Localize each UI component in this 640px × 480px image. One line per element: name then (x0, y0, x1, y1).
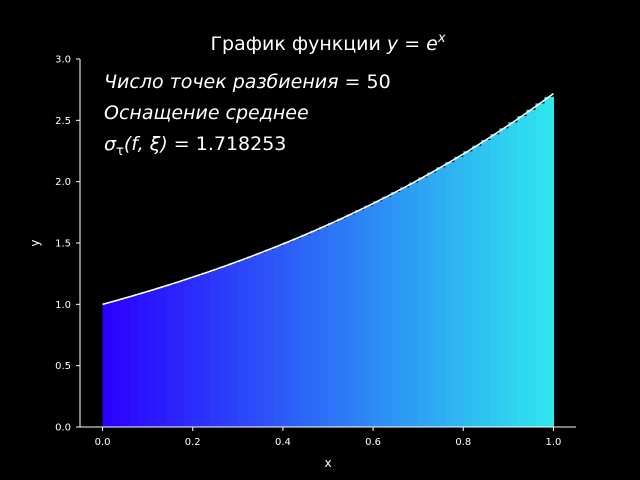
riemann-bars (102, 96, 555, 428)
riemann-bar (517, 116, 527, 427)
riemann-bar (364, 205, 374, 427)
x-tick-label: 0.4 (275, 437, 291, 448)
riemann-bar (382, 196, 392, 427)
x-ticks: 0.0 0.2 0.4 0.6 0.8 1.0 (95, 427, 562, 448)
chart-title: График функции y = ex (210, 31, 445, 55)
annotation-points-value: 50 (367, 71, 391, 93)
riemann-bar (192, 275, 203, 427)
annotation-sum: στ(f, ξ) = 1.718253 (104, 133, 286, 159)
annotation-sum-sub: τ (116, 144, 124, 159)
riemann-bar (147, 290, 158, 427)
riemann-bar (201, 272, 212, 427)
riemann-bar (427, 172, 437, 427)
riemann-bar (481, 140, 491, 427)
riemann-bar (418, 177, 428, 427)
y-tick-label: 0.0 (55, 423, 71, 434)
riemann-bar (463, 151, 473, 427)
riemann-bar (111, 300, 122, 427)
y-tick-label: 1.0 (55, 300, 71, 311)
riemann-bar (255, 252, 266, 427)
function-curve (102, 92, 554, 306)
y-tick-label: 3.0 (55, 55, 71, 66)
y-axis-label: y (28, 239, 42, 246)
riemann-bar (264, 249, 275, 427)
riemann-bar (210, 269, 221, 427)
y-tick-label: 0.5 (55, 361, 71, 372)
x-tick-label: 0.0 (95, 437, 111, 448)
riemann-bar (219, 266, 230, 427)
curve-layer (102, 92, 554, 306)
riemann-bar (337, 218, 347, 427)
riemann-bar (156, 287, 167, 427)
annotation-sum-args: (f, ξ) = (124, 133, 196, 155)
riemann-bar (300, 234, 311, 427)
x-tick-label: 1.0 (546, 437, 562, 448)
riemann-bar (544, 96, 555, 427)
riemann-bar (237, 259, 248, 427)
x-tick-label: 0.6 (365, 437, 381, 448)
riemann-bar (246, 256, 257, 427)
riemann-bar (273, 245, 284, 427)
riemann-bar (346, 214, 356, 427)
riemann-bar (129, 295, 140, 427)
riemann-bar (409, 182, 419, 427)
riemann-bar (499, 128, 509, 428)
title-prefix: График функции (210, 33, 386, 55)
y-ticks: 0.0 0.5 1.0 1.5 2.0 2.5 3.0 (55, 55, 80, 434)
y-tick-label: 2.5 (55, 116, 71, 127)
riemann-bar (400, 187, 410, 427)
title-exponent: x (437, 31, 446, 46)
x-tick-label: 0.2 (185, 437, 201, 448)
riemann-bar (508, 122, 518, 427)
riemann-bar (165, 284, 176, 427)
riemann-bar (391, 192, 401, 427)
title-formula: y = e (386, 33, 438, 55)
riemann-bar (436, 167, 446, 427)
annotation-sum-sigma: σ (104, 133, 117, 155)
annotation-points-eq: = (339, 71, 367, 93)
riemann-bar (472, 145, 482, 427)
riemann-bar (183, 278, 194, 427)
y-tick-label: 2.0 (55, 177, 71, 188)
riemann-bar (454, 156, 464, 427)
annotation-points-label: Число точек разбиения (104, 71, 339, 93)
riemann-bar (328, 222, 338, 427)
riemann-bar (445, 162, 455, 427)
x-axis-label: x (324, 456, 331, 470)
annotation-sum-value: 1.718253 (196, 133, 287, 155)
riemann-bar (120, 298, 131, 427)
riemann-bar (535, 103, 546, 427)
x-tick-label: 0.8 (455, 437, 471, 448)
riemann-bar (174, 281, 185, 427)
riemann-bar (526, 109, 537, 427)
y-tick-label: 1.5 (55, 239, 71, 250)
riemann-bar (490, 134, 500, 427)
riemann-bar (138, 292, 149, 427)
riemann-bar (291, 238, 302, 427)
annotation-tagging: Оснащение среднее (104, 102, 309, 124)
riemann-bar (373, 201, 383, 427)
riemann-bar (309, 230, 320, 427)
riemann-bar (318, 226, 329, 427)
riemann-bar (355, 210, 365, 427)
riemann-bar (282, 242, 293, 427)
riemann-bar (102, 303, 113, 427)
riemann-bar (228, 263, 239, 427)
annotation-points: Число точек разбиения = 50 (104, 71, 391, 93)
